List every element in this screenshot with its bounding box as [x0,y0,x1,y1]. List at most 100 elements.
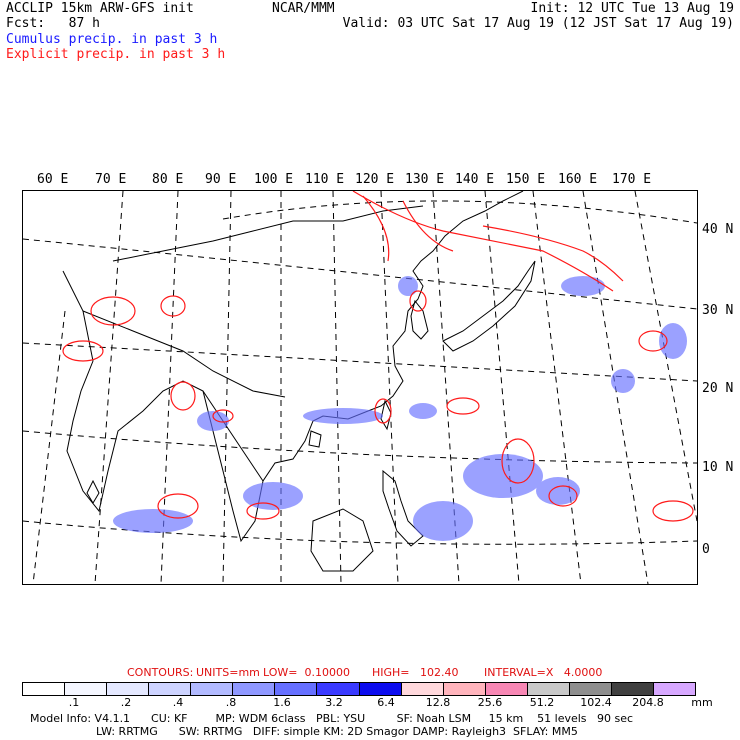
colorbar-tick: .8 [225,696,237,709]
cumulus-cell [113,509,193,533]
cumulus-cell [463,454,543,498]
lon-label: 170 E [612,172,652,187]
cumulus-cell [409,403,437,419]
cumulus-cell [536,477,580,505]
init-time: Init: 12 UTC Tue 13 Aug 19 [530,1,735,16]
borneo [310,508,374,572]
explicit-cell [446,397,480,415]
cumulus-cell [611,369,635,393]
contour-info: CONTOURS: UNITS=mm LOW= 0.10000 HIGH= 10… [0,666,740,680]
explicit-cell [170,381,196,411]
colorbar-segment [149,683,192,695]
contours-high: HIGH= 102.40 [372,666,459,679]
colorbar-segment [107,683,150,695]
lon-label: 60 E [37,172,69,187]
border [112,205,424,262]
lat-label: 40 N [702,222,734,237]
model-info-line2: LW: RRTMG SW: RRTMG DIFF: simple KM: 2D … [96,725,578,738]
explicit-cell [157,493,199,519]
lon-line [222,191,232,584]
colorbar-tick: 204.8 [632,696,664,709]
precipitation-map [22,190,698,585]
colorbar-segment [485,683,528,695]
forecast-hour: Fcst: 87 h [6,16,100,31]
colorbar-tick: .1 [68,696,80,709]
lat-label: 10 N [702,460,734,475]
lon-label: 100 E [254,172,294,187]
philippines [382,469,424,547]
hainan [308,430,322,448]
colorbar-tick: 6.4 [377,696,395,709]
border [202,390,264,482]
explicit-cell [362,195,454,262]
explicit-cell [62,340,104,362]
colorbar-tick: 1.6 [273,696,291,709]
cumulus-cell [197,411,229,431]
latitude-lines [23,200,697,545]
model-title: ACCLIP 15km ARW-GFS init [6,1,194,16]
explicit-cell [352,191,614,292]
explicit-cell [652,500,694,522]
lon-label: 160 E [558,172,598,187]
colorbar-segment [233,683,276,695]
explicit-cell [638,330,668,352]
lon-label: 140 E [455,172,495,187]
lon-label: 110 E [305,172,345,187]
lon-label: 70 E [95,172,127,187]
colorbar-labels: .1 .2 .4 .8 1.6 3.2 6.4 12.8 25.6 51.2 1… [0,696,740,709]
colorbar-tick: 51.2 [529,696,555,709]
lon-label: 80 E [152,172,184,187]
colorbar-segment [317,683,360,695]
lon-line [380,191,399,584]
japan [442,260,536,352]
colorbar-segment [569,683,612,695]
precip-colorbar [22,682,696,696]
explicit-cell [409,290,427,312]
lon-line [332,191,342,584]
contours-units: UNITS=mm [196,666,260,679]
explicit-cell [212,409,234,423]
colorbar-tick: 25.6 [477,696,503,709]
border [82,310,286,398]
explicit-legend: Explicit precip. in past 3 h [6,47,226,62]
valid-time: Valid: 03 UTC Sat 17 Aug 19 (12 JST Sat … [342,16,734,31]
colorbar-segment [653,683,695,695]
contours-interval: INTERVAL=X 4.0000 [484,666,603,679]
cumulus-legend: Cumulus precip. in past 3 h [6,32,218,47]
lat-line-20 [23,342,697,382]
colorbar-tick: 102.4 [580,696,612,709]
lon-label: 130 E [405,172,445,187]
explicit-cell [246,502,280,520]
lon-label: 90 E [205,172,237,187]
colorbar-segment [65,683,108,695]
cumulus-cell [659,323,687,359]
explicit-precip [62,191,694,522]
lat-line-10 [23,430,697,464]
lat-line-40 [222,200,697,224]
colorbar-tick: 12.8 [425,696,451,709]
lat-label: 0 [702,542,710,557]
colorbar-segment [191,683,234,695]
asia-coast [62,191,524,543]
korea [410,299,429,340]
explicit-cell [501,438,535,484]
contours-low: LOW= 0.10000 [263,666,350,679]
contours-label: CONTOURS: [127,666,194,679]
cumulus-cell [398,276,418,296]
lon-line [484,191,520,584]
coastlines [62,191,536,572]
colorbar-segment [359,683,402,695]
lat-label: 20 N [702,381,734,396]
lat-line-30 [23,238,697,310]
sri-lanka [86,479,100,504]
cumulus-cell [413,501,473,541]
longitude-labels: 60 E 70 E 80 E 90 E 100 E 110 E 120 E 13… [0,172,740,188]
colorbar-segment [527,683,570,695]
colorbar-segment [611,683,654,695]
cumulus-cell [561,276,605,296]
explicit-cell [482,225,624,282]
explicit-cell [374,398,392,424]
model-info-line1: Model Info: V4.1.1 CU: KF MP: WDM 6class… [30,712,634,725]
cumulus-cell [303,408,383,424]
colorbar-segment [275,683,318,695]
